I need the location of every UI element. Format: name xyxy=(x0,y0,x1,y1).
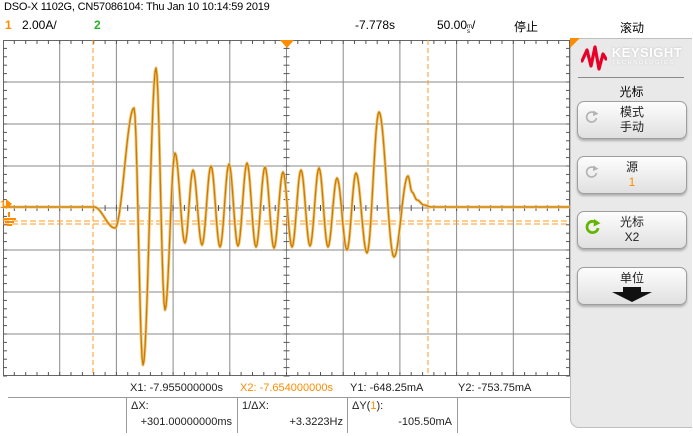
menu-title: 光标 xyxy=(619,85,644,99)
box-divider xyxy=(126,397,127,433)
rotate-knob-active-icon xyxy=(584,219,601,241)
readout-separator xyxy=(8,397,570,398)
cursor-y1-readout: Y1: -648.25mA xyxy=(350,382,424,394)
softkey-cursor-button[interactable]: 光标 X2 xyxy=(577,211,687,249)
inv-delta-x-label: 1/ΔX: xyxy=(242,400,269,412)
channel1-scale[interactable]: 2.00A/ xyxy=(22,18,57,32)
rotate-knob-icon xyxy=(584,165,599,185)
keysight-logo: KEYSIGHT TECHNOLOGIES xyxy=(571,42,692,74)
acquisition-state: 停止 xyxy=(514,20,539,34)
softkey-mode-button[interactable]: 模式 手动 xyxy=(577,101,687,139)
roll-mode-label: 滚动 xyxy=(620,21,645,35)
softkey-mode-label: 模式 xyxy=(619,105,644,119)
cursor-x1-readout: X1: -7.955000000s xyxy=(130,382,223,394)
softkey-units-label: 单位 xyxy=(619,270,644,285)
delta-y-value: -105.50mA xyxy=(398,416,452,428)
box-divider xyxy=(457,397,458,433)
softkey-mode-value: 手动 xyxy=(619,120,644,134)
cursor-y2-readout: Y2: -753.75mA xyxy=(458,382,532,394)
cursor-x2-readout: X2: -7.654000000s xyxy=(240,382,333,394)
instrument-title: DSO-X 1102G, CN57086104: Thu Jan 10 10:1… xyxy=(4,1,270,13)
delta-y-label: ΔY(1): xyxy=(352,400,384,412)
inv-delta-x-value: +3.3223Hz xyxy=(289,416,343,428)
timebase-value: 50.00 xyxy=(437,18,468,32)
delay-readout: -7.778s xyxy=(355,18,396,32)
brand-name: KEYSIGHT xyxy=(611,45,683,60)
arrow-down-icon xyxy=(612,286,652,302)
timebase-readout: 50.00 m s / xyxy=(437,18,476,35)
softkey-cursor-value: X2 xyxy=(624,230,640,244)
channel1-ground-marker: 1 xyxy=(0,199,13,211)
brand-subtitle: TECHNOLOGIES xyxy=(611,60,675,66)
softkey-menu-panel: KEYSIGHT TECHNOLOGIES 光标 模式 手动 源 1 xyxy=(570,38,692,428)
softkey-units-button[interactable]: 单位 xyxy=(577,267,687,305)
channel1-number[interactable]: 1 xyxy=(5,18,12,32)
delta-x-label: ΔX: xyxy=(131,400,149,412)
keysight-spark-icon xyxy=(580,45,607,71)
delta-x-value: +301.00000000ms xyxy=(140,416,232,428)
ground-symbol-icon xyxy=(2,212,16,226)
softkey-source-label: 源 xyxy=(625,160,638,174)
channel2-number[interactable]: 2 xyxy=(94,18,101,32)
menu-corner-wedge-icon xyxy=(570,38,580,48)
graticule xyxy=(3,40,571,377)
box-divider xyxy=(237,397,238,433)
box-divider xyxy=(347,397,348,433)
rotate-knob-icon xyxy=(584,110,599,130)
sidebar-divider xyxy=(578,77,684,78)
softkey-source-button[interactable]: 源 1 xyxy=(577,156,687,194)
channel1-arrow-icon xyxy=(6,199,13,209)
waveform-svg xyxy=(3,40,571,377)
softkey-cursor-label: 光标 xyxy=(619,215,644,229)
softkey-source-value: 1 xyxy=(628,175,636,189)
